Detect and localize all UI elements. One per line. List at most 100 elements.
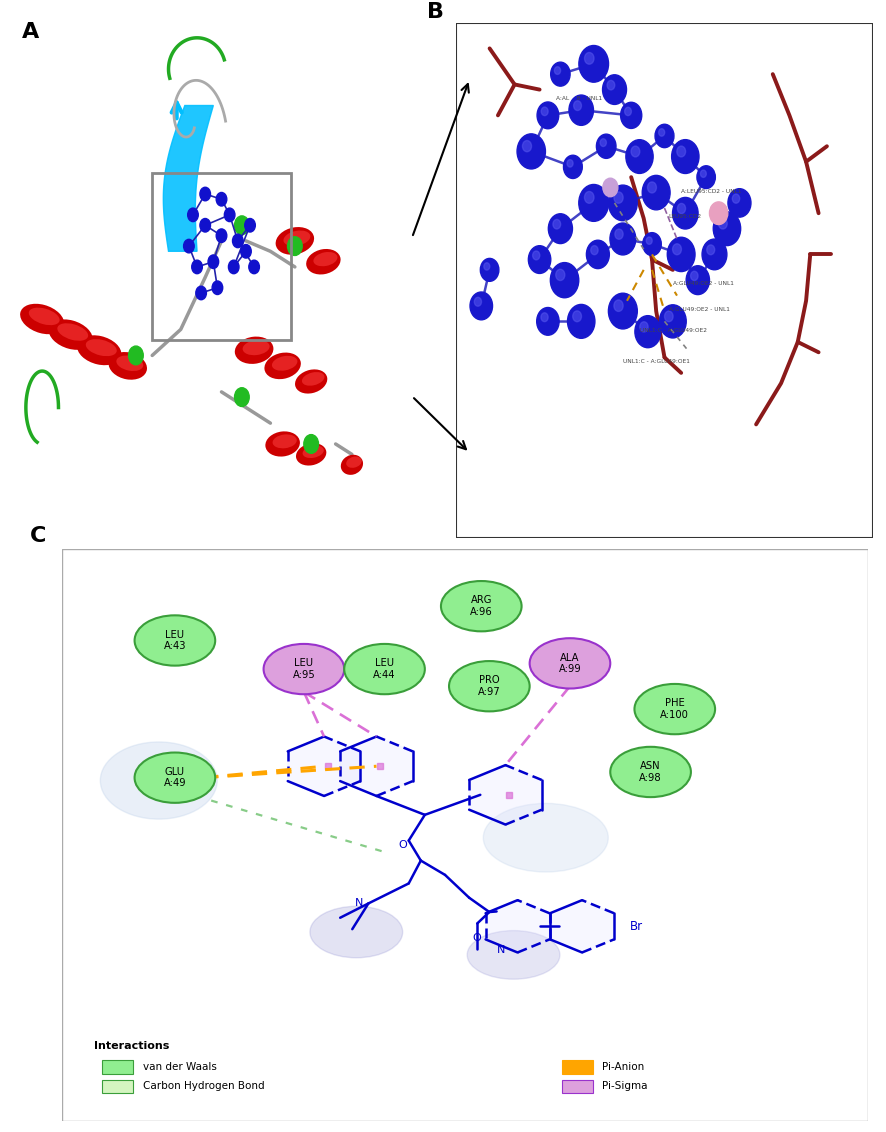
Circle shape	[697, 165, 715, 189]
Text: A:LEU95:CD2 - UNL1: A:LEU95:CD2 - UNL1	[681, 189, 742, 194]
Ellipse shape	[634, 684, 715, 735]
Circle shape	[710, 201, 727, 224]
Circle shape	[555, 67, 561, 75]
Circle shape	[667, 238, 695, 272]
Circle shape	[690, 272, 698, 281]
Circle shape	[672, 243, 681, 255]
Ellipse shape	[20, 303, 64, 334]
Circle shape	[602, 178, 618, 197]
Ellipse shape	[295, 369, 327, 394]
Text: ALA
A:99: ALA A:99	[558, 652, 581, 675]
Circle shape	[579, 185, 609, 222]
Ellipse shape	[344, 644, 424, 694]
Text: LEU
A:95: LEU A:95	[292, 659, 315, 680]
Polygon shape	[470, 765, 541, 824]
Bar	[152, 173, 291, 340]
Text: Pi-Sigma: Pi-Sigma	[602, 1081, 648, 1091]
Circle shape	[719, 218, 727, 229]
Text: LEU95:CD2: LEU95:CD2	[669, 214, 702, 220]
Circle shape	[532, 251, 540, 260]
Circle shape	[568, 305, 595, 338]
Circle shape	[128, 346, 144, 365]
Circle shape	[208, 255, 219, 268]
Ellipse shape	[467, 931, 560, 979]
Text: A:GLU49:OE2 - UNL1: A:GLU49:OE2 - UNL1	[669, 307, 729, 312]
Text: N: N	[496, 945, 505, 955]
Circle shape	[183, 239, 194, 252]
Circle shape	[537, 308, 559, 335]
Circle shape	[596, 134, 616, 158]
Circle shape	[702, 239, 727, 269]
Circle shape	[304, 435, 318, 453]
Circle shape	[548, 214, 572, 243]
Text: GLU
A:49: GLU A:49	[164, 766, 186, 789]
Circle shape	[517, 134, 546, 169]
Circle shape	[713, 212, 741, 246]
Ellipse shape	[135, 753, 215, 803]
Circle shape	[701, 170, 706, 178]
Circle shape	[672, 139, 699, 173]
Ellipse shape	[135, 616, 215, 666]
Ellipse shape	[243, 340, 269, 355]
Circle shape	[648, 182, 657, 192]
Polygon shape	[163, 105, 214, 251]
Circle shape	[585, 191, 594, 204]
Text: C: C	[30, 526, 46, 546]
Text: N: N	[354, 899, 363, 909]
Circle shape	[470, 292, 493, 320]
Circle shape	[625, 108, 632, 115]
Ellipse shape	[310, 907, 402, 958]
Ellipse shape	[441, 581, 522, 632]
Circle shape	[635, 316, 661, 348]
Circle shape	[658, 129, 664, 136]
Circle shape	[609, 293, 637, 329]
Text: A: A	[22, 23, 39, 42]
Circle shape	[484, 263, 490, 271]
Text: Br: Br	[630, 920, 643, 933]
Ellipse shape	[264, 352, 301, 379]
Circle shape	[245, 218, 255, 232]
Ellipse shape	[235, 336, 274, 363]
Text: LEU
A:44: LEU A:44	[373, 659, 396, 680]
Ellipse shape	[530, 638, 610, 688]
Ellipse shape	[346, 456, 361, 468]
Circle shape	[550, 263, 579, 298]
Circle shape	[523, 140, 532, 152]
Circle shape	[646, 237, 652, 245]
Ellipse shape	[610, 747, 691, 797]
Circle shape	[620, 102, 641, 128]
Text: Carbon Hydrogen Bond: Carbon Hydrogen Bond	[143, 1081, 264, 1091]
Circle shape	[541, 108, 548, 115]
Circle shape	[567, 160, 573, 168]
Circle shape	[587, 240, 610, 268]
Circle shape	[212, 281, 222, 294]
Text: O: O	[398, 840, 407, 850]
Circle shape	[591, 246, 598, 255]
Circle shape	[610, 223, 636, 255]
Ellipse shape	[483, 804, 609, 872]
Text: LEU
A:43: LEU A:43	[164, 629, 186, 651]
Circle shape	[556, 269, 565, 281]
Circle shape	[553, 220, 561, 229]
Bar	[102, 1060, 133, 1074]
Circle shape	[235, 216, 249, 234]
Ellipse shape	[116, 355, 144, 371]
Circle shape	[573, 101, 581, 111]
Text: O: O	[473, 933, 482, 943]
Circle shape	[200, 187, 211, 200]
Ellipse shape	[296, 444, 326, 465]
Ellipse shape	[49, 319, 93, 350]
Circle shape	[572, 311, 581, 321]
Ellipse shape	[272, 355, 298, 370]
Circle shape	[563, 155, 582, 179]
Ellipse shape	[341, 455, 363, 474]
Circle shape	[686, 266, 710, 294]
Circle shape	[642, 233, 661, 256]
Circle shape	[615, 229, 623, 239]
Ellipse shape	[58, 324, 88, 341]
Circle shape	[626, 139, 653, 173]
Text: ASN
A:98: ASN A:98	[640, 761, 662, 782]
Bar	[102, 1080, 133, 1094]
Ellipse shape	[77, 335, 121, 366]
Circle shape	[241, 245, 252, 258]
